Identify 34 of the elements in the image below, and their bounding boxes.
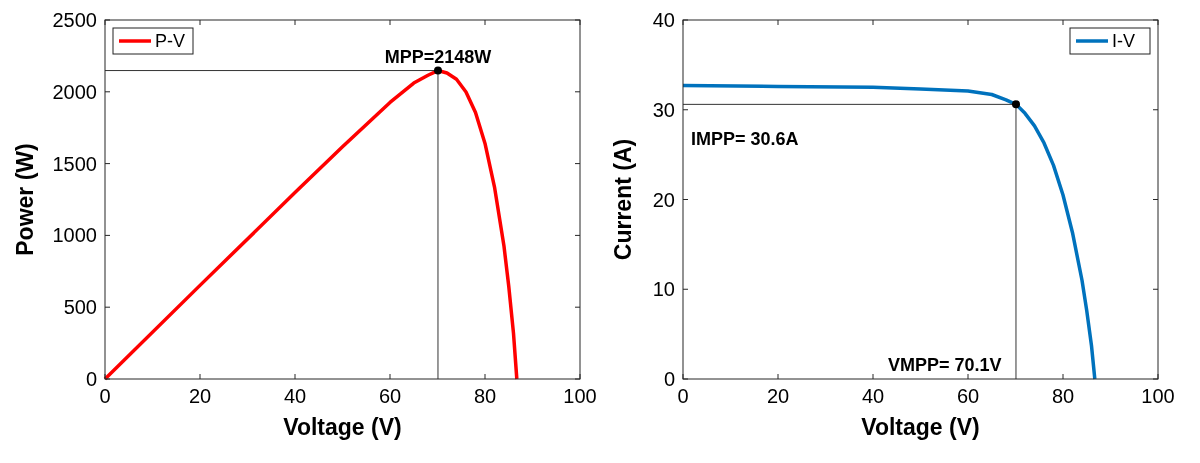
y-tick-label: 2000 [52, 80, 97, 103]
y-tick-label: 1500 [52, 152, 97, 175]
y-axis-title: Power (W) [12, 143, 38, 256]
x-tick-label: 80 [473, 385, 497, 407]
y-axis-title: Current (A) [610, 138, 636, 261]
x-tick-label: 20 [188, 385, 212, 407]
x-axis-title: Voltage (V) [283, 414, 402, 440]
y-tick-label: 500 [63, 296, 97, 319]
annotation: VMPP= 70.1V [888, 355, 1002, 375]
x-tick-label: 60 [956, 385, 980, 407]
x-tick-label: 60 [378, 385, 402, 407]
x-tick-label: 100 [1141, 385, 1175, 407]
x-tick-label: 0 [99, 385, 111, 407]
x-tick-label: 40 [283, 385, 307, 407]
legend-label: P-V [155, 31, 186, 51]
line-series [103, 68, 519, 381]
y-tick-label: 30 [652, 98, 675, 121]
y-tick-label: 40 [652, 9, 675, 31]
y-tick-label: 1000 [52, 224, 97, 247]
y-tick-label: 0 [85, 368, 97, 390]
annotation: MPP=2148W [384, 46, 492, 67]
x-tick-label: 40 [861, 385, 885, 407]
x-axis-title: Voltage (V) [861, 414, 980, 440]
legend-label: I-V [1112, 31, 1136, 51]
y-tick-label: 0 [663, 368, 675, 390]
x-tick-label: 80 [1051, 385, 1075, 407]
y-tick-label: 2500 [52, 9, 97, 31]
line-series [681, 83, 1097, 381]
x-tick-label: 100 [563, 385, 597, 407]
x-tick-label: 20 [766, 385, 790, 407]
y-tick-label: 10 [652, 278, 675, 301]
x-tick-label: 0 [677, 385, 689, 407]
y-tick-label: 20 [652, 188, 675, 211]
annotation: IMPP= 30.6A [691, 129, 799, 149]
